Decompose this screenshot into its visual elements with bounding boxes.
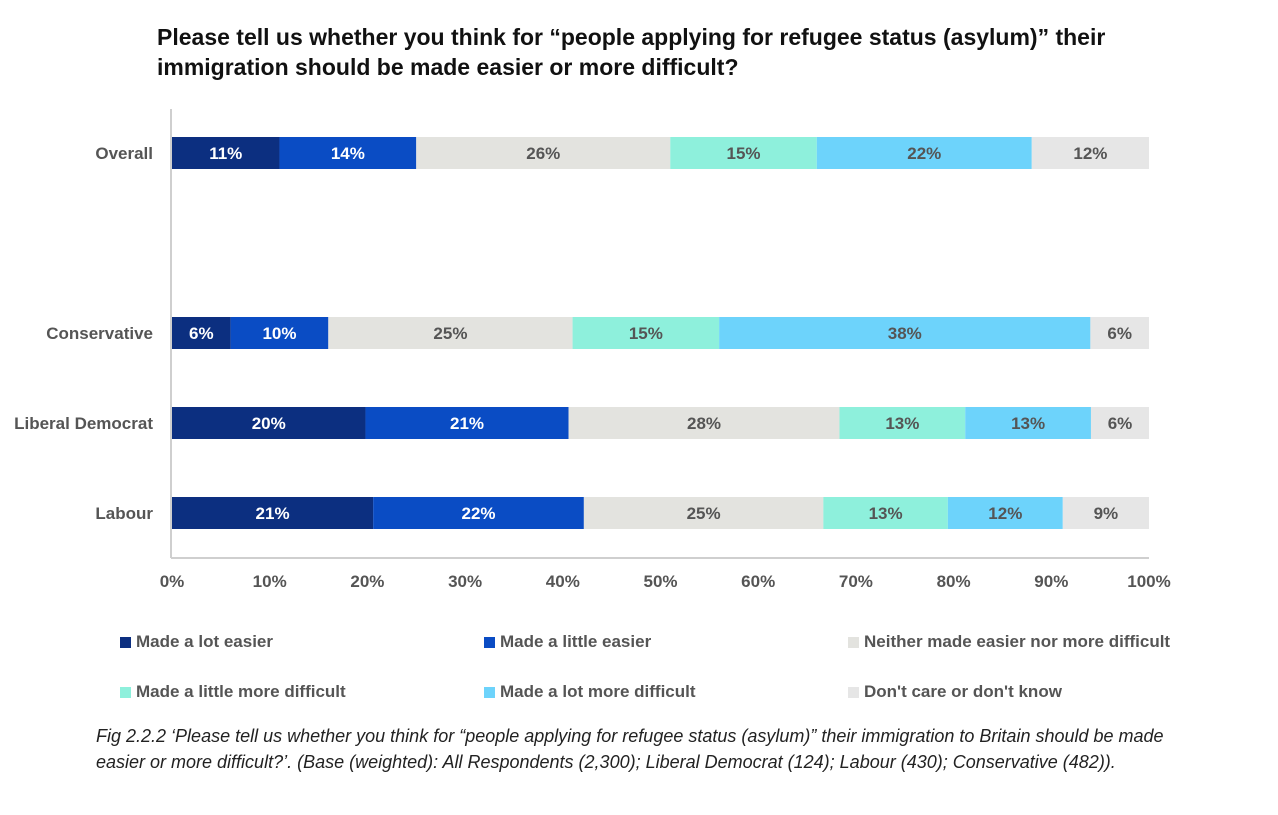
data-label: 25% (433, 324, 467, 343)
data-label: 11% (209, 144, 242, 163)
chart-legend: Made a lot easier Made a little easier Nei… (120, 632, 1270, 722)
legend-item: Made a lot more difficult (484, 682, 696, 702)
bar-segment (670, 137, 817, 169)
bar-segment (172, 137, 280, 169)
bar-segment (172, 407, 366, 439)
bar-segment (572, 317, 720, 349)
data-label: 12% (1073, 144, 1107, 163)
data-label: 14% (331, 144, 365, 163)
data-label: 21% (256, 504, 290, 523)
bar-segment (172, 317, 231, 349)
legend-label: Neither made easier nor more difficult (864, 632, 1171, 651)
data-label: 6% (1107, 324, 1132, 343)
legend-label: Don't care or don't know (864, 682, 1062, 701)
x-tick-label: 80% (937, 572, 971, 591)
data-label: 21% (450, 414, 484, 433)
bar-segment (947, 497, 1063, 529)
legend-item: Neither made easier nor more difficult (848, 632, 1170, 652)
x-tick-label: 10% (253, 572, 287, 591)
bar-segment (230, 317, 329, 349)
bar-segment (416, 137, 671, 169)
bar-segment (816, 137, 1032, 169)
data-label: 12% (988, 504, 1022, 523)
bar-segment (1031, 137, 1149, 169)
legend-item: Made a lot easier (120, 632, 273, 652)
legend-label: Made a lot more difficult (500, 682, 696, 701)
chart-title: Please tell us whether you think for “pe… (157, 24, 1106, 80)
legend-swatch (848, 636, 859, 648)
bar-segment (172, 497, 374, 529)
data-label: 6% (189, 324, 214, 343)
x-tick-label: 0% (160, 572, 185, 591)
legend-label: Made a little easier (500, 632, 652, 651)
data-label: 28% (687, 414, 721, 433)
data-label: 22% (907, 144, 941, 163)
data-label: 13% (869, 504, 903, 523)
data-label: 9% (1094, 504, 1119, 523)
bar-segment (373, 497, 584, 529)
data-label: 25% (687, 504, 721, 523)
figure-caption: Fig 2.2.2 ‘Please tell us whether you th… (96, 723, 1206, 775)
legend-swatch (484, 636, 495, 648)
legend-swatch (484, 686, 495, 698)
x-tick-label: 20% (350, 572, 384, 591)
x-tick-label: 60% (741, 572, 775, 591)
legend-label: Made a lot easier (136, 632, 274, 651)
bar-segment (328, 317, 573, 349)
category-label: Liberal Democrat (14, 414, 153, 433)
x-tick-label: 100% (1127, 572, 1170, 591)
figure-label: Fig 2.2.2 (96, 726, 167, 746)
legend-item: Don't care or don't know (848, 682, 1062, 702)
data-label: 38% (888, 324, 922, 343)
bar-segment (719, 317, 1091, 349)
data-label: 20% (252, 414, 286, 433)
category-label: Labour (95, 504, 153, 523)
data-label: 10% (262, 324, 296, 343)
bar-segment (823, 497, 948, 529)
data-label: 15% (629, 324, 663, 343)
legend-item: Made a little more difficult (120, 682, 346, 702)
figure-caption-text: ‘Please tell us whether you think for “p… (96, 726, 1164, 772)
x-tick-label: 70% (839, 572, 873, 591)
bar-segment (583, 497, 824, 529)
legend-swatch (120, 636, 131, 648)
x-tick-label: 90% (1034, 572, 1068, 591)
bar-segment (839, 407, 966, 439)
x-tick-label: 40% (546, 572, 580, 591)
x-tick-label: 50% (643, 572, 677, 591)
stacked-bar-chart: 0% 10% 20% 30% 40% 50% 60% 70% 80% 90% 100% Overall… (14, 109, 1171, 591)
bar-segment (965, 407, 1091, 439)
bar-segment (1062, 497, 1149, 529)
bar-segment (1090, 407, 1149, 439)
category-label: Overall (95, 144, 153, 163)
data-label: 6% (1108, 414, 1133, 433)
legend-label: Made a little more difficult (136, 682, 346, 701)
bar-segment (365, 407, 569, 439)
legend-swatch (848, 686, 859, 698)
legend-swatch (120, 686, 131, 698)
data-label: 15% (727, 144, 761, 163)
data-label: 22% (461, 504, 495, 523)
x-tick-label: 30% (448, 572, 482, 591)
bar-segment (279, 137, 417, 169)
data-label: 26% (526, 144, 560, 163)
data-label: 13% (885, 414, 919, 433)
legend-item: Made a little easier (484, 632, 651, 652)
bar-segment (568, 407, 840, 439)
category-label: Conservative (46, 324, 153, 343)
bar-segment (1090, 317, 1149, 349)
data-label: 13% (1011, 414, 1045, 433)
